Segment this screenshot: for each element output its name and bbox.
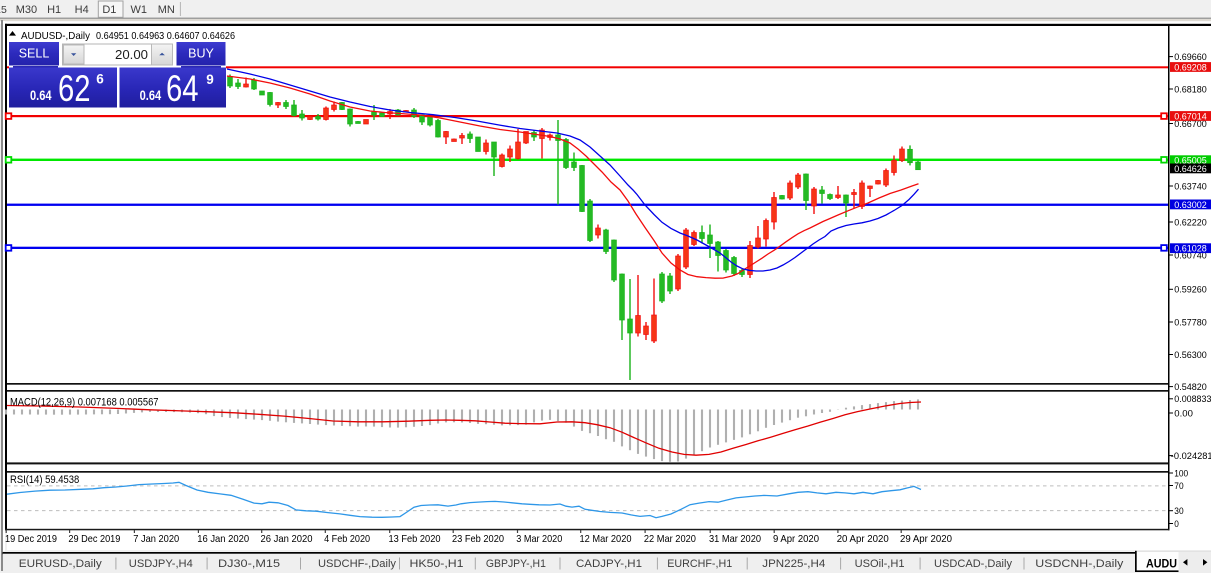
svg-text:0.61028: 0.61028 bbox=[1174, 244, 1207, 255]
svg-text:AUDUSD-,Daily: AUDUSD-,Daily bbox=[21, 30, 91, 42]
svg-text:4 Feb 2020: 4 Feb 2020 bbox=[324, 534, 370, 545]
svg-text:7 Jan 2020: 7 Jan 2020 bbox=[133, 534, 179, 545]
svg-text:H4: H4 bbox=[75, 4, 89, 16]
svg-text:0.56300: 0.56300 bbox=[1174, 350, 1207, 361]
svg-text:0.62220: 0.62220 bbox=[1174, 217, 1207, 228]
svg-text:9: 9 bbox=[206, 72, 214, 87]
svg-text:0.54820: 0.54820 bbox=[1174, 382, 1207, 393]
svg-text:AUDU: AUDU bbox=[1146, 556, 1177, 570]
svg-text:0.008833: 0.008833 bbox=[1174, 394, 1211, 405]
svg-text:70: 70 bbox=[1174, 481, 1183, 492]
svg-text:BUY: BUY bbox=[188, 47, 214, 61]
svg-text:23 Feb 2020: 23 Feb 2020 bbox=[452, 534, 504, 545]
svg-text:MN: MN bbox=[158, 4, 175, 16]
svg-text:-0.024281: -0.024281 bbox=[1171, 451, 1211, 462]
svg-text:0.66700: 0.66700 bbox=[1174, 119, 1207, 130]
svg-text:0.69660: 0.69660 bbox=[1174, 52, 1207, 63]
svg-text:0.60740: 0.60740 bbox=[1174, 250, 1207, 261]
svg-text:0.00: 0.00 bbox=[1174, 408, 1193, 419]
svg-text:0.63740: 0.63740 bbox=[1174, 181, 1207, 192]
svg-text:0.64626: 0.64626 bbox=[1174, 164, 1207, 175]
svg-text:12 Mar 2020: 12 Mar 2020 bbox=[580, 534, 632, 545]
svg-text:D1: D1 bbox=[102, 4, 116, 16]
svg-text:0.69208: 0.69208 bbox=[1174, 63, 1207, 74]
svg-text:20.00: 20.00 bbox=[115, 47, 148, 62]
svg-text:6: 6 bbox=[96, 71, 104, 86]
svg-text:EURCHF-,H1: EURCHF-,H1 bbox=[667, 558, 732, 570]
svg-text:USDJPY-,H4: USDJPY-,H4 bbox=[129, 558, 193, 570]
svg-text:31 Mar 2020: 31 Mar 2020 bbox=[709, 534, 761, 545]
svg-text:MACD(12,26,9) 0.007168 0.00556: MACD(12,26,9) 0.007168 0.005567 bbox=[10, 397, 159, 409]
svg-text:26 Jan 2020: 26 Jan 2020 bbox=[261, 534, 313, 545]
svg-text:0.68180: 0.68180 bbox=[1174, 84, 1207, 95]
svg-text:USDCAD-,Daily: USDCAD-,Daily bbox=[934, 558, 1012, 570]
svg-text:0.64: 0.64 bbox=[140, 88, 162, 103]
svg-text:W1: W1 bbox=[130, 4, 147, 16]
svg-text:0.65005: 0.65005 bbox=[1174, 156, 1207, 167]
svg-text:SELL: SELL bbox=[19, 47, 50, 61]
svg-text:H1: H1 bbox=[47, 4, 61, 16]
svg-text:USOil-,H1: USOil-,H1 bbox=[855, 558, 905, 570]
svg-text:13 Feb 2020: 13 Feb 2020 bbox=[389, 534, 441, 545]
svg-text:29 Apr 2020: 29 Apr 2020 bbox=[900, 534, 952, 545]
svg-text:0.64951 0.64963 0.64607 0.6462: 0.64951 0.64963 0.64607 0.64626 bbox=[96, 30, 235, 42]
svg-text:0.67014: 0.67014 bbox=[1174, 112, 1207, 123]
svg-text:100: 100 bbox=[1174, 468, 1188, 479]
svg-text:20 Apr 2020: 20 Apr 2020 bbox=[837, 534, 889, 545]
svg-text:HK50-,H1: HK50-,H1 bbox=[410, 558, 464, 570]
svg-text:64: 64 bbox=[166, 68, 199, 109]
svg-text:M30: M30 bbox=[16, 4, 37, 16]
svg-text:CADJPY-,H1: CADJPY-,H1 bbox=[576, 558, 642, 570]
svg-text:USDCNH-,Daily: USDCNH-,Daily bbox=[1035, 558, 1124, 570]
svg-text:RSI(14) 59.4538: RSI(14) 59.4538 bbox=[10, 474, 79, 486]
svg-text:0.63002: 0.63002 bbox=[1174, 200, 1207, 211]
svg-text:62: 62 bbox=[58, 68, 91, 109]
svg-text:9 Apr 2020: 9 Apr 2020 bbox=[773, 534, 819, 545]
svg-text:15: 15 bbox=[0, 4, 7, 16]
svg-text:EURUSD-,Daily: EURUSD-,Daily bbox=[19, 558, 103, 570]
svg-text:0.64: 0.64 bbox=[30, 88, 52, 103]
svg-text:16 Jan 2020: 16 Jan 2020 bbox=[197, 534, 249, 545]
svg-text:0: 0 bbox=[1174, 519, 1179, 530]
svg-text:0.57780: 0.57780 bbox=[1174, 317, 1207, 328]
svg-text:DJ30-,M15: DJ30-,M15 bbox=[218, 558, 280, 570]
svg-text:GBPJPY-,H1: GBPJPY-,H1 bbox=[486, 558, 546, 570]
svg-text:0.59260: 0.59260 bbox=[1174, 285, 1207, 296]
svg-text:19 Dec 2019: 19 Dec 2019 bbox=[5, 534, 57, 545]
svg-text:22 Mar 2020: 22 Mar 2020 bbox=[644, 534, 696, 545]
svg-text:29 Dec 2019: 29 Dec 2019 bbox=[68, 534, 120, 545]
svg-text:USDCHF-,Daily: USDCHF-,Daily bbox=[318, 558, 397, 570]
svg-text:JPN225-,H4: JPN225-,H4 bbox=[762, 558, 825, 570]
svg-text:30: 30 bbox=[1174, 506, 1183, 517]
svg-text:3 Mar 2020: 3 Mar 2020 bbox=[516, 534, 562, 545]
